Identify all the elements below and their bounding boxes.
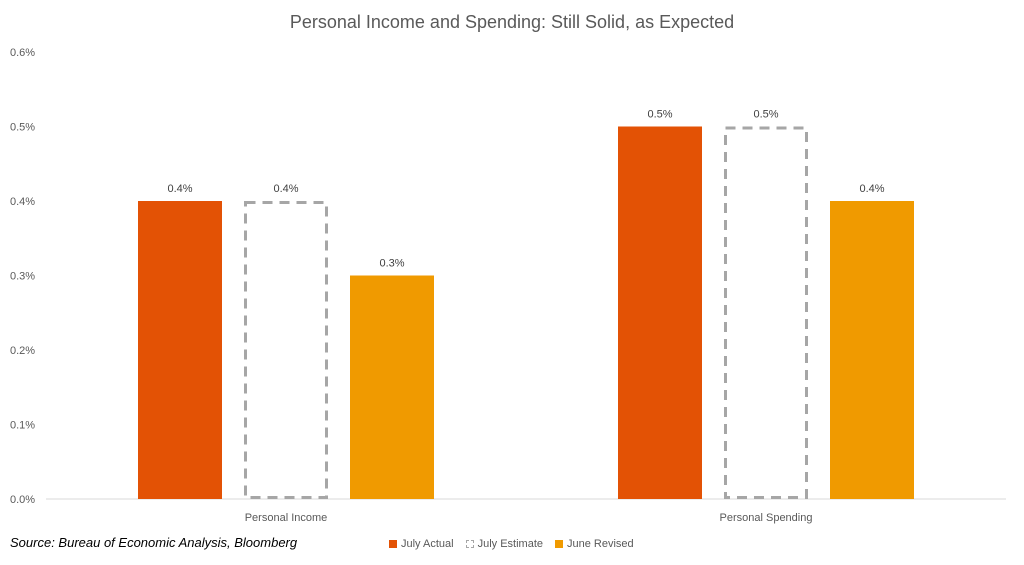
x-tick-label: Personal Spending (720, 512, 813, 524)
bar-june-revised (830, 201, 914, 499)
legend-item-july-actual: July Actual (389, 538, 454, 550)
legend-label-july-actual: July Actual (401, 538, 454, 550)
bar-june-revised (350, 275, 434, 499)
data-label: 0.3% (379, 258, 404, 270)
legend-item-july-estimate: July Estimate (465, 538, 544, 550)
legend-label-june-revised: June Revised (567, 538, 634, 550)
legend-swatch-july-actual (389, 540, 397, 548)
y-tick-label: 0.6% (10, 47, 35, 59)
y-tick-label: 0.5% (10, 122, 35, 134)
source-note: Source: Bureau of Economic Analysis, Blo… (10, 535, 298, 550)
bar-july-actual (138, 201, 222, 499)
y-tick-label: 0.1% (10, 420, 35, 432)
bar-july-estimate (724, 126, 808, 499)
y-tick-label: 0.4% (10, 196, 35, 208)
legend-swatch-june-revised (555, 540, 564, 548)
x-tick-label: Personal Income (245, 512, 328, 524)
legend-label-july-estimate: July Estimate (477, 538, 544, 550)
y-tick-label: 0.2% (10, 345, 35, 357)
bar-july-estimate (244, 201, 328, 499)
y-tick-label: 0.3% (10, 271, 35, 283)
chart-title: Personal Income and Spending: Still Soli… (289, 12, 735, 32)
legend-item-june-revised: June Revised (555, 538, 634, 550)
data-label: 0.5% (647, 109, 672, 121)
bar-chart: 0.0% 0.1% 0.2% 0.3% 0.4% 0.5% 0.6% 0.4% 0.4% 0.3%… (10, 47, 1006, 524)
data-label: 0.4% (167, 183, 192, 195)
data-label: 0.5% (753, 109, 778, 121)
legend: July Actual July Estimate June Revised (389, 538, 646, 550)
data-label: 0.4% (859, 183, 884, 195)
data-label: 0.4% (273, 183, 298, 195)
y-tick-label: 0.0% (10, 494, 35, 506)
bar-july-actual (618, 126, 702, 499)
legend-swatch-july-estimate (465, 540, 474, 548)
